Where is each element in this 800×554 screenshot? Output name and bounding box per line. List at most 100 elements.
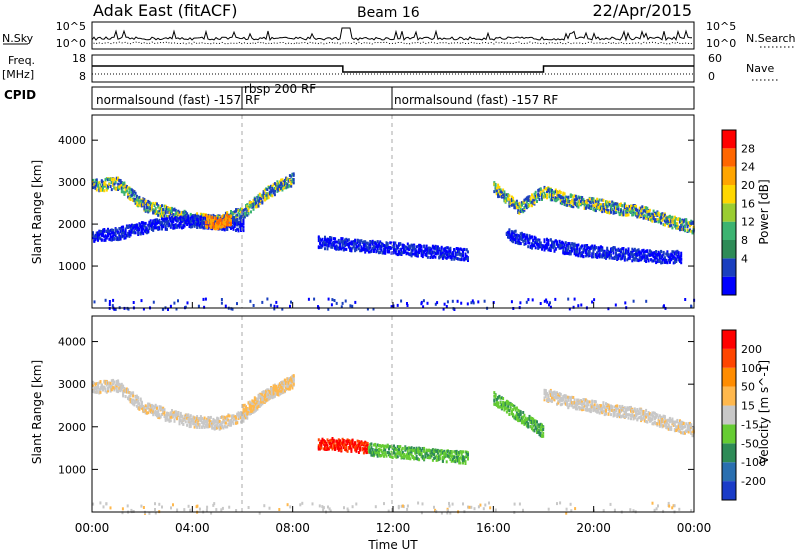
velocity-data-cell xyxy=(98,391,101,395)
power-data-cell xyxy=(653,219,656,223)
velocity-data-cell xyxy=(261,392,264,396)
power-data-cell xyxy=(675,257,678,261)
power-data-cell xyxy=(525,205,528,209)
power-ground-cell xyxy=(460,301,463,305)
power-data-cell xyxy=(147,229,150,233)
power-data-cell xyxy=(513,238,516,241)
velocity-data-cell xyxy=(356,446,359,450)
power-data-cell xyxy=(199,215,202,219)
velocity-data-cell xyxy=(260,396,263,400)
velocity-data-cell xyxy=(326,444,329,448)
power-data-cell xyxy=(233,223,236,227)
power-data-cell xyxy=(668,260,671,264)
power-data-cell xyxy=(221,215,224,219)
velocity-data-cell xyxy=(243,414,246,418)
power-data-cell xyxy=(174,216,177,220)
power-data-cell xyxy=(547,240,550,244)
power-data-cell xyxy=(93,235,96,239)
power-data-cell xyxy=(388,250,390,254)
velocity-data-cell xyxy=(282,388,285,392)
power-data-cell xyxy=(207,221,210,225)
velocity-data-cell xyxy=(202,424,205,428)
power-data-cell xyxy=(191,218,194,222)
power-data-cell xyxy=(188,224,191,228)
power-data-cell xyxy=(109,185,112,188)
power-data-cell xyxy=(236,213,239,217)
power-data-cell xyxy=(514,237,517,240)
velocity-data-cell xyxy=(355,445,358,449)
velocity-data-cell xyxy=(92,380,94,384)
power-data-cell xyxy=(428,246,431,250)
power-data-cell xyxy=(615,252,617,255)
power-data-cell xyxy=(415,254,418,258)
power-data-cell xyxy=(636,215,639,219)
power-data-cell xyxy=(610,204,612,208)
power-data-cell xyxy=(538,240,541,244)
power-data-cell xyxy=(95,188,98,192)
power-data-cell xyxy=(405,251,408,255)
power-data-cell xyxy=(617,210,620,214)
power-data-cell xyxy=(569,252,572,256)
power-data-cell xyxy=(522,201,525,205)
power-data-cell xyxy=(224,222,227,226)
power-data-cell xyxy=(439,254,442,258)
velocity-data-cell xyxy=(169,419,172,423)
power-data-cell xyxy=(94,238,97,242)
power-data-cell xyxy=(611,207,614,211)
power-data-cell xyxy=(326,239,329,243)
power-data-cell xyxy=(571,242,574,246)
power-data-cell xyxy=(531,200,533,204)
power-data-cell xyxy=(636,248,639,252)
velocity-data-cell xyxy=(153,411,156,415)
velocity-data-cell xyxy=(167,418,170,422)
power-ground-cell xyxy=(573,297,576,301)
power-data-cell xyxy=(577,200,580,204)
velocity-data-cell xyxy=(290,376,293,380)
velocity-data-cell xyxy=(243,403,246,407)
power-data-cell xyxy=(622,210,625,214)
power-data-cell xyxy=(582,201,585,205)
power-data-cell xyxy=(349,249,352,252)
velocity-data-cell xyxy=(263,390,266,394)
power-data-cell xyxy=(426,251,429,255)
power-data-cell xyxy=(676,254,679,258)
power-data-cell xyxy=(667,219,670,223)
velocity-data-cell xyxy=(242,407,245,410)
power-data-cell xyxy=(366,241,369,245)
power-data-cell xyxy=(380,248,383,252)
power-data-cell xyxy=(378,244,380,248)
power-data-cell xyxy=(687,221,690,225)
power-ground-cell xyxy=(400,299,403,303)
velocity-data-cell xyxy=(173,410,176,414)
power-data-cell xyxy=(546,193,548,197)
power-data-cell xyxy=(546,196,548,200)
power-data-cell xyxy=(238,212,241,216)
velocity-data-cell xyxy=(133,400,136,404)
power-data-cell xyxy=(276,180,279,184)
power-data-cell xyxy=(620,248,622,252)
power-data-cell xyxy=(230,219,232,223)
power-data-cell xyxy=(374,245,377,249)
velocity-data-cell xyxy=(276,390,279,393)
velocity-data-cell xyxy=(291,375,294,379)
power-data-cell xyxy=(383,244,385,247)
power-data-cell xyxy=(637,214,640,218)
power-data-cell xyxy=(621,204,624,208)
velocity-data-cell xyxy=(189,424,192,428)
power-data-cell xyxy=(567,195,570,199)
velocity-data-cell xyxy=(145,406,148,410)
power-data-cell xyxy=(130,191,133,194)
power-data-cell xyxy=(261,193,264,197)
power-data-cell xyxy=(583,246,586,250)
velocity-data-cell xyxy=(166,414,168,418)
power-data-cell xyxy=(191,215,194,219)
power-data-cell xyxy=(443,254,446,258)
power-data-cell xyxy=(351,242,354,246)
power-data-cell xyxy=(242,229,245,233)
power-data-cell xyxy=(445,253,448,257)
velocity-data-cell xyxy=(163,409,166,413)
power-data-cell xyxy=(598,206,601,210)
power-data-cell xyxy=(123,234,126,238)
power-data-cell xyxy=(435,246,438,250)
velocity-data-cell xyxy=(224,425,227,429)
